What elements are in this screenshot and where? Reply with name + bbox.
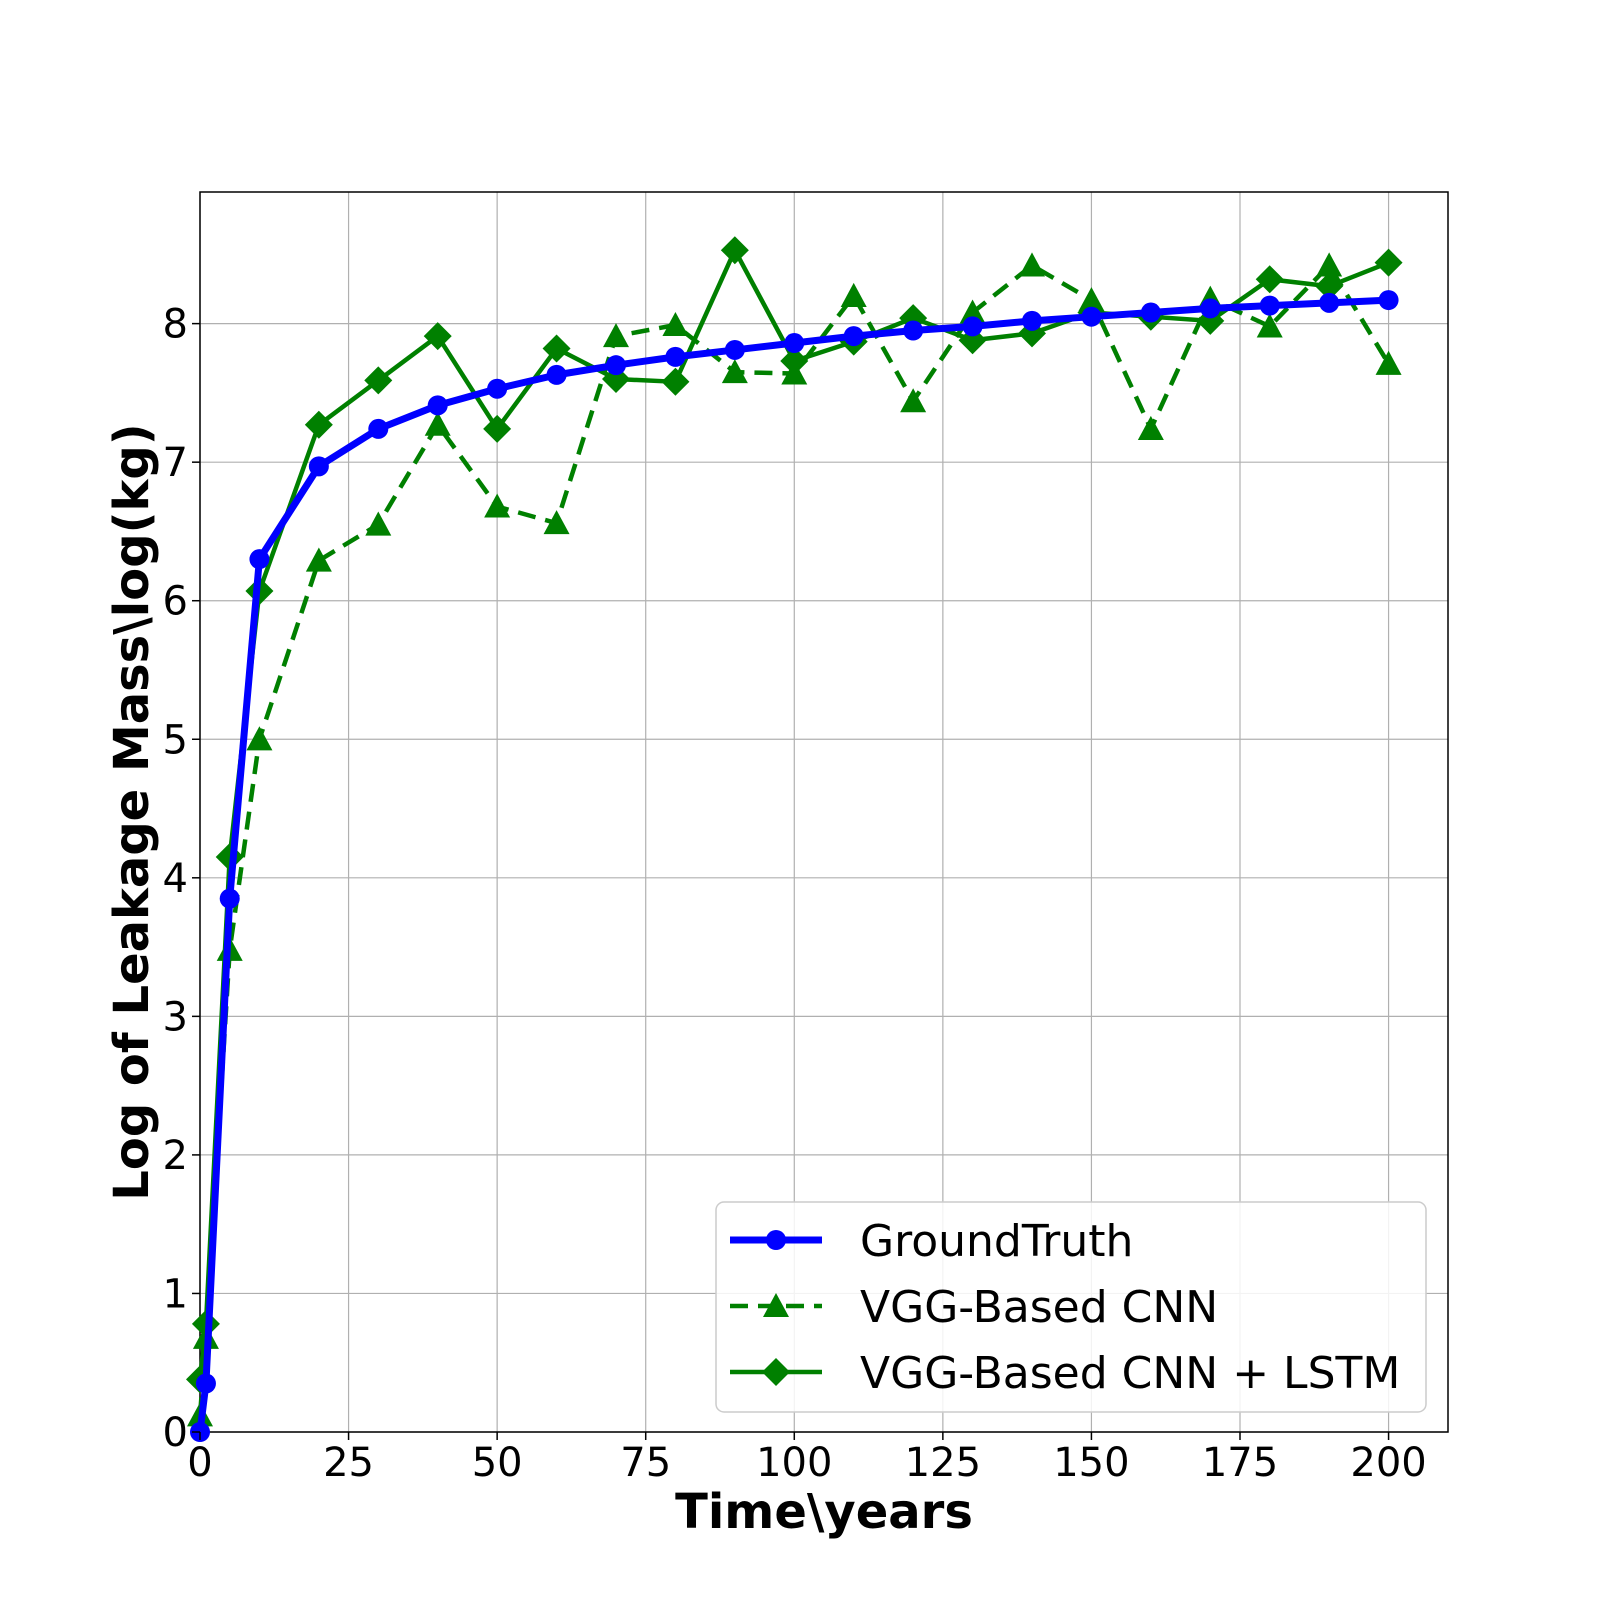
data-point — [843, 326, 864, 347]
grid — [199, 192, 1448, 1433]
data-point — [546, 364, 567, 385]
data-point — [542, 334, 571, 363]
data-point — [424, 411, 451, 436]
data-point — [484, 493, 511, 518]
x-tick-label: 175 — [1202, 1440, 1278, 1486]
data-point — [423, 322, 452, 351]
data-point — [721, 359, 748, 384]
y-tick-label: 4 — [163, 856, 188, 902]
data-point — [603, 323, 629, 348]
data-point — [195, 1373, 216, 1394]
x-tick-label: 125 — [905, 1440, 981, 1486]
legend-marker — [766, 1230, 786, 1250]
y-axis-title: Log of Leakage Mass\log(kg) — [104, 423, 160, 1200]
data-point — [900, 388, 927, 413]
data-point — [1259, 295, 1280, 316]
y-tick-label: 1 — [163, 1271, 188, 1317]
data-point — [1019, 252, 1045, 277]
x-tick-label: 100 — [756, 1440, 832, 1486]
legend-label: GroundTruth — [860, 1216, 1133, 1267]
data-point — [1022, 310, 1042, 331]
data-point — [364, 366, 393, 395]
data-point — [246, 726, 273, 751]
data-point — [427, 395, 448, 416]
data-point — [249, 549, 270, 570]
series-1 — [190, 290, 1399, 1442]
data-point — [840, 282, 867, 307]
legend-label: VGG-Based CNN + LSTM — [860, 1348, 1400, 1399]
data-point — [487, 378, 508, 399]
data-point — [1378, 290, 1399, 311]
data-point — [304, 410, 333, 439]
data-point — [1375, 350, 1402, 375]
data-point — [720, 236, 749, 265]
plot-frame — [199, 191, 1449, 1433]
y-tick-label: 3 — [163, 994, 188, 1040]
data-point — [305, 547, 332, 572]
data-point — [308, 456, 329, 477]
data-point — [1200, 298, 1221, 319]
x-tick-label: 50 — [472, 1440, 523, 1486]
data-point — [1140, 302, 1161, 323]
series-layer — [186, 236, 1403, 1442]
data-point — [959, 299, 986, 324]
x-tick-label: 200 — [1350, 1440, 1426, 1486]
y-tick-label: 8 — [163, 302, 188, 348]
data-point — [1315, 272, 1344, 301]
legend: GroundTruth VGG-Based CNN VGG-Based CNN + … — [715, 1201, 1427, 1413]
y-tick-label: 6 — [163, 579, 188, 625]
data-point — [1316, 252, 1343, 277]
y-tick-label: 5 — [163, 717, 188, 763]
data-point — [724, 339, 745, 360]
data-point — [903, 320, 924, 341]
data-point — [219, 888, 240, 909]
data-point — [962, 316, 983, 337]
data-point — [1319, 292, 1340, 313]
data-point — [662, 312, 689, 337]
x-tick-label: 25 — [323, 1440, 374, 1486]
data-point — [661, 367, 690, 396]
data-point — [665, 346, 686, 367]
y-tick-label: 0 — [163, 1410, 188, 1456]
data-point — [1255, 265, 1284, 294]
data-point — [543, 510, 570, 535]
data-point — [365, 511, 392, 536]
data-point — [1256, 313, 1283, 338]
legend-entries: GroundTruth VGG-Based CNN VGG-Based CNN + … — [730, 1216, 1400, 1399]
x-tick-label: 0 — [187, 1440, 212, 1486]
data-point — [784, 333, 805, 354]
x-axis-title: Time\years — [675, 1484, 973, 1540]
data-point — [483, 414, 512, 443]
data-point — [780, 347, 809, 376]
data-point — [1081, 306, 1102, 327]
legend-box — [715, 1201, 1427, 1413]
data-point — [606, 355, 626, 376]
tick-labels: 0 25 50 75 100 125 150 175 200 0 1 2 3 4 5 6 7 8 — [163, 302, 1427, 1486]
data-point — [1374, 248, 1403, 277]
y-tick-label: 7 — [163, 440, 188, 486]
data-point — [1137, 415, 1164, 440]
x-tick-label: 150 — [1053, 1440, 1129, 1486]
x-tick-label: 75 — [620, 1440, 671, 1486]
legend-marker — [762, 1358, 790, 1386]
legend-label: VGG-Based CNN — [860, 1282, 1218, 1333]
y-tick-label: 2 — [163, 1133, 188, 1179]
legend-marker — [763, 1293, 789, 1318]
data-point — [368, 418, 389, 439]
